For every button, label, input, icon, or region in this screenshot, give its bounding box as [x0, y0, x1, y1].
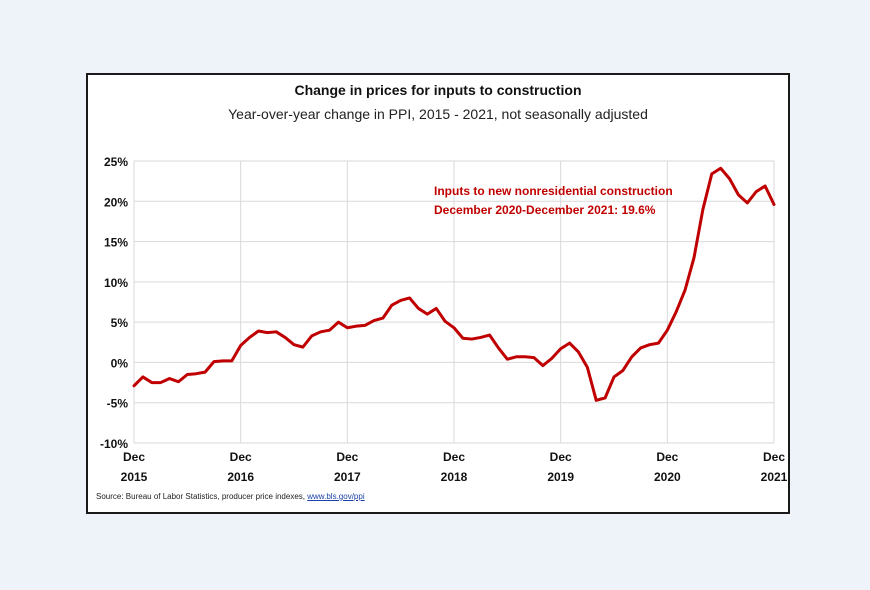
source-text: Source: Bureau of Labor Statistics, prod… — [96, 492, 308, 501]
x-tick-label-year: 2018 — [441, 470, 468, 484]
x-tick-label-year: 2019 — [547, 470, 574, 484]
x-tick-label-year: 2020 — [654, 470, 681, 484]
chart-subtitle: Year-over-year change in PPI, 2015 - 202… — [228, 106, 648, 122]
source-note: Source: Bureau of Labor Statistics, prod… — [96, 492, 365, 501]
x-tick-label-month: Dec — [656, 450, 678, 464]
annotation-line-1: Inputs to new nonresidential constructio… — [434, 184, 673, 198]
x-tick-label-month: Dec — [763, 450, 785, 464]
x-axis-tick-labels: Dec 2015 Dec 2016 Dec 2017 Dec 2018 Dec 2019 Dec 20… — [121, 450, 788, 484]
line-chart: 25%20%15%10%5%0%-5%-10% Dec2015Dec2016De… — [100, 155, 788, 484]
x-tick-label-month: Dec — [123, 450, 145, 464]
source-link[interactable]: www.bls.gov/ppi — [307, 492, 365, 501]
y-tick-label: 20% — [104, 195, 128, 209]
y-tick-label: 0% — [111, 356, 129, 370]
annotation-line-2: December 2020-December 2021: 19.6% — [434, 203, 656, 217]
y-tick-label: -5% — [107, 397, 129, 411]
x-tick-label-year: 2017 — [334, 470, 361, 484]
x-tick-label-year: 2015 — [121, 470, 148, 484]
chart-frame: Change in prices for inputs to construct… — [86, 73, 790, 514]
y-tick-label: 5% — [111, 316, 129, 330]
gridlines — [133, 160, 775, 444]
y-axis-tick-labels: 25% 20% 15% 10% 5% 0% -5% -10% — [100, 155, 128, 451]
x-tick-label-month: Dec — [443, 450, 465, 464]
y-tick-label: 15% — [104, 236, 128, 250]
y-tick-label: -10% — [100, 437, 128, 451]
chart-title: Change in prices for inputs to construct… — [294, 82, 582, 98]
series-line-ppi — [132, 166, 776, 402]
x-tick-label-year: 2016 — [227, 470, 254, 484]
x-tick-label-month: Dec — [230, 450, 252, 464]
x-tick-label-month: Dec — [550, 450, 572, 464]
y-tick-label: 25% — [104, 155, 128, 169]
x-tick-label-month: Dec — [336, 450, 358, 464]
y-tick-label: 10% — [104, 276, 128, 290]
x-tick-label-year: 2021 — [761, 470, 788, 484]
